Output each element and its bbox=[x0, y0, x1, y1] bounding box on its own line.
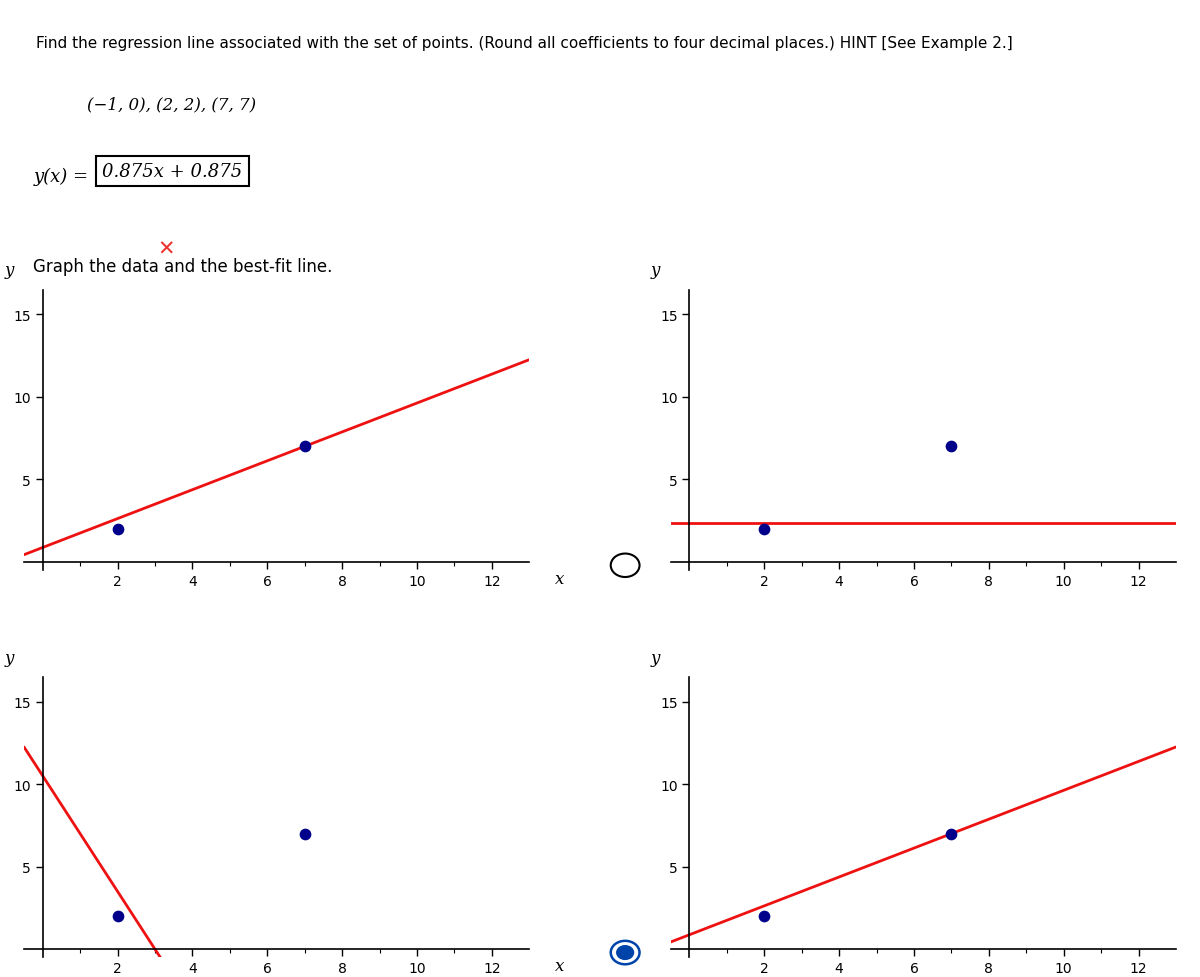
Point bbox=[295, 439, 314, 454]
Point bbox=[295, 826, 314, 841]
Text: 0.875x + 0.875: 0.875x + 0.875 bbox=[102, 163, 242, 181]
Point bbox=[942, 439, 961, 454]
Y-axis label: y: y bbox=[650, 262, 660, 279]
Text: ✕: ✕ bbox=[157, 239, 174, 259]
Point bbox=[755, 522, 774, 537]
Point bbox=[642, 942, 661, 957]
Y-axis label: y: y bbox=[650, 649, 660, 666]
Text: Find the regression line associated with the set of points. (Round all coefficie: Find the regression line associated with… bbox=[36, 36, 1013, 52]
Point bbox=[942, 826, 961, 841]
Point bbox=[755, 909, 774, 924]
Point bbox=[642, 555, 661, 571]
Y-axis label: y: y bbox=[4, 262, 13, 279]
Y-axis label: y: y bbox=[4, 649, 13, 666]
Point bbox=[0, 942, 14, 957]
Text: (−1, 0), (2, 2), (7, 7): (−1, 0), (2, 2), (7, 7) bbox=[88, 96, 257, 113]
Point bbox=[108, 522, 127, 537]
Text: Graph the data and the best-fit line.: Graph the data and the best-fit line. bbox=[34, 258, 332, 276]
Point bbox=[108, 909, 127, 924]
Point bbox=[0, 555, 14, 571]
X-axis label: x: x bbox=[554, 571, 564, 587]
Text: y(x) =: y(x) = bbox=[34, 167, 89, 186]
X-axis label: x: x bbox=[554, 957, 564, 974]
